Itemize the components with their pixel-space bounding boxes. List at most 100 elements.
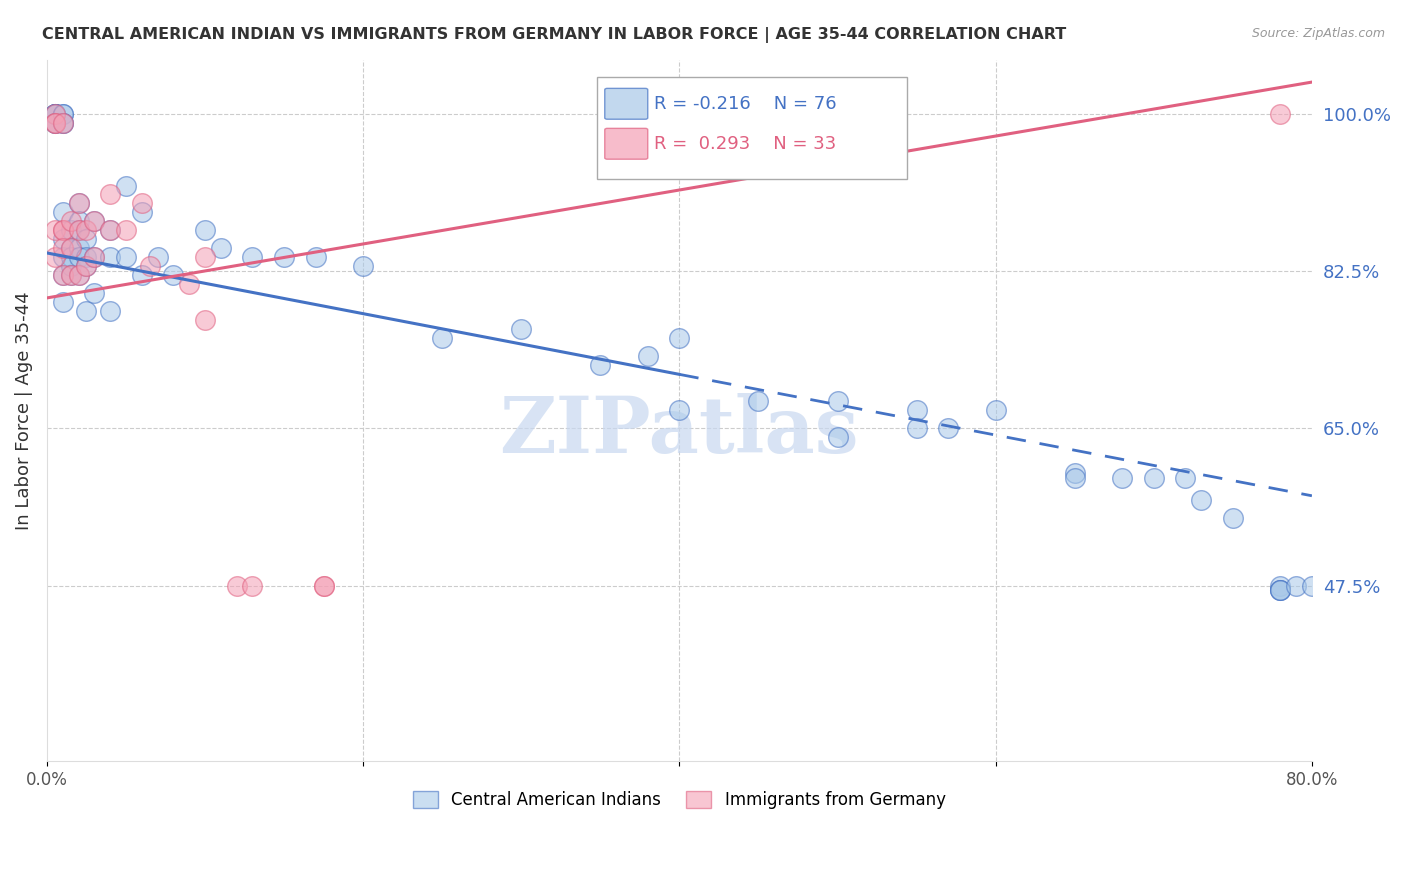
Y-axis label: In Labor Force | Age 35-44: In Labor Force | Age 35-44	[15, 291, 32, 530]
FancyBboxPatch shape	[598, 77, 907, 179]
Point	[59, 242, 82, 256]
Legend: Central American Indians, Immigrants from Germany: Central American Indians, Immigrants fro…	[406, 784, 952, 816]
Point	[179, 277, 201, 292]
Point	[44, 106, 66, 120]
Point	[44, 115, 66, 129]
Point	[44, 115, 66, 129]
Point	[59, 223, 82, 237]
Point	[59, 268, 82, 283]
Point	[75, 304, 97, 318]
Point	[115, 178, 138, 193]
Point	[67, 223, 90, 237]
Point	[637, 350, 659, 364]
Point	[75, 260, 97, 274]
Point	[905, 403, 928, 417]
Point	[52, 115, 75, 129]
Text: R =  0.293    N = 33: R = 0.293 N = 33	[654, 135, 837, 153]
Point	[52, 106, 75, 120]
Point	[67, 268, 90, 283]
Point	[1270, 583, 1292, 598]
Point	[75, 251, 97, 265]
Point	[52, 268, 75, 283]
Point	[1063, 467, 1085, 481]
Point	[209, 242, 232, 256]
Point	[44, 251, 66, 265]
Point	[52, 251, 75, 265]
Point	[67, 196, 90, 211]
Point	[1301, 579, 1323, 593]
Point	[131, 196, 153, 211]
Text: ZIPatlas: ZIPatlas	[499, 393, 859, 469]
Text: R = -0.216    N = 76: R = -0.216 N = 76	[654, 95, 837, 112]
Point	[67, 268, 90, 283]
Point	[44, 115, 66, 129]
Point	[510, 322, 533, 336]
Point	[827, 430, 849, 444]
Point	[936, 421, 959, 435]
Point	[589, 359, 612, 373]
Point	[52, 232, 75, 246]
Point	[225, 579, 247, 593]
Point	[146, 251, 169, 265]
Point	[83, 286, 105, 301]
Point	[44, 106, 66, 120]
Point	[98, 304, 121, 318]
Point	[83, 251, 105, 265]
Point	[1285, 579, 1308, 593]
Point	[75, 223, 97, 237]
Point	[52, 115, 75, 129]
Point	[194, 313, 217, 327]
Point	[67, 214, 90, 228]
Point	[305, 251, 328, 265]
Point	[242, 579, 264, 593]
Point	[352, 260, 374, 274]
Point	[1270, 583, 1292, 598]
Point	[67, 242, 90, 256]
Point	[52, 295, 75, 310]
Point	[131, 268, 153, 283]
Point	[98, 251, 121, 265]
Text: CENTRAL AMERICAN INDIAN VS IMMIGRANTS FROM GERMANY IN LABOR FORCE | AGE 35-44 CO: CENTRAL AMERICAN INDIAN VS IMMIGRANTS FR…	[42, 27, 1066, 43]
Point	[747, 394, 769, 409]
Point	[1270, 579, 1292, 593]
Point	[75, 260, 97, 274]
Point	[44, 106, 66, 120]
Point	[1189, 493, 1212, 508]
FancyBboxPatch shape	[605, 128, 648, 159]
Point	[138, 260, 160, 274]
Point	[59, 242, 82, 256]
Point	[1111, 471, 1133, 485]
Point	[1270, 583, 1292, 598]
Point	[827, 394, 849, 409]
Point	[44, 106, 66, 120]
Point	[59, 251, 82, 265]
Point	[52, 205, 75, 219]
Point	[98, 223, 121, 237]
Point	[312, 579, 335, 593]
Point	[273, 251, 295, 265]
Point	[52, 115, 75, 129]
Point	[75, 232, 97, 246]
Point	[52, 106, 75, 120]
Point	[44, 115, 66, 129]
Point	[1143, 471, 1166, 485]
Point	[98, 223, 121, 237]
Point	[83, 214, 105, 228]
Point	[1063, 471, 1085, 485]
Point	[59, 260, 82, 274]
Point	[242, 251, 264, 265]
Point	[59, 268, 82, 283]
Point	[52, 242, 75, 256]
Point	[984, 403, 1007, 417]
Point	[67, 223, 90, 237]
Point	[52, 223, 75, 237]
Point	[52, 268, 75, 283]
Point	[44, 106, 66, 120]
Point	[1270, 106, 1292, 120]
Point	[59, 214, 82, 228]
Point	[194, 223, 217, 237]
Point	[905, 421, 928, 435]
Point	[98, 187, 121, 202]
Point	[162, 268, 184, 283]
Point	[312, 579, 335, 593]
